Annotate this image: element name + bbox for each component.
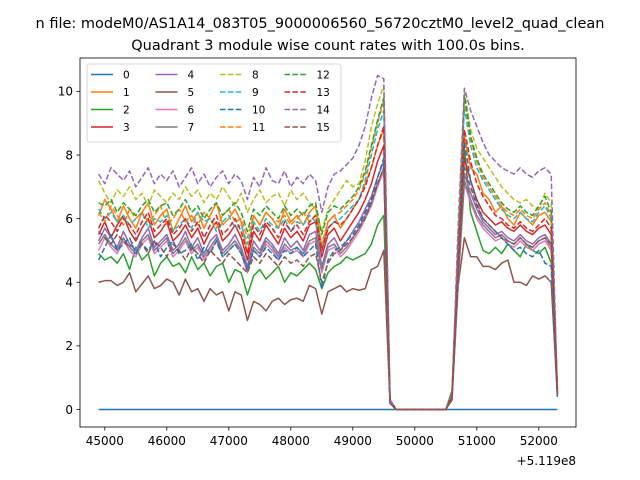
- legend-label-7: 7: [188, 122, 195, 134]
- series-line-2: [98, 147, 559, 411]
- legend-label-5: 5: [188, 87, 195, 99]
- legend-label-3: 3: [123, 122, 130, 134]
- legend-label-11: 11: [252, 122, 265, 134]
- x-tick-label: 49000: [334, 434, 372, 448]
- series-line-9: [97, 106, 559, 411]
- x-tick-label: 46000: [148, 434, 186, 448]
- series-line-13: [97, 125, 559, 411]
- y-tick-label: 2: [65, 339, 73, 353]
- x-tick-label: 45000: [86, 434, 124, 448]
- legend-label-10: 10: [252, 104, 265, 116]
- chart-title: Quadrant 3 module wise count rates with …: [131, 38, 525, 54]
- y-axis: 0 2 4 6 8 10: [58, 85, 80, 417]
- legend-label-2: 2: [123, 104, 130, 116]
- series-line-6: [97, 170, 559, 411]
- legend-label-13: 13: [317, 87, 330, 99]
- series-line-4: [97, 160, 559, 411]
- legend-box: [86, 63, 342, 143]
- legend-label-12: 12: [317, 69, 330, 81]
- legend-label-1: 1: [123, 87, 130, 99]
- y-tick-label: 4: [65, 276, 73, 290]
- series-layer: [97, 74, 559, 411]
- axes-frame: [79, 57, 577, 428]
- legend-label-4: 4: [188, 69, 195, 81]
- legend-label-9: 9: [252, 87, 259, 99]
- series-line-14: [97, 74, 559, 411]
- series-line-12: [98, 93, 559, 411]
- legend-label-14: 14: [317, 104, 331, 116]
- x-tick-label: 52000: [520, 434, 558, 448]
- y-tick-label: 0: [65, 403, 73, 417]
- series-line-11: [97, 97, 559, 411]
- chart-suptitle: n file: modeM0/AS1A14_083T05_9000006560_…: [36, 16, 605, 32]
- legend-label-8: 8: [252, 69, 259, 81]
- legend-label-15: 15: [317, 122, 330, 134]
- series-line-1: [97, 128, 559, 411]
- legend-label-6: 6: [188, 104, 195, 116]
- x-axis: 45000 46000 47000 48000 49000 50000 51000 52000: [86, 427, 558, 448]
- series-line-3: [97, 144, 559, 411]
- x-tick-label: 51000: [458, 434, 496, 448]
- x-tick-label: 47000: [210, 434, 248, 448]
- series-line-7: [97, 167, 559, 411]
- y-tick-label: 6: [65, 212, 73, 226]
- series-line-5: [98, 236, 559, 411]
- series-line-8: [97, 84, 559, 411]
- x-tick-label: 48000: [272, 434, 310, 448]
- x-tick-label: 50000: [396, 434, 434, 448]
- y-tick-label: 10: [58, 85, 73, 99]
- y-tick-label: 8: [65, 148, 73, 162]
- x-offset-label: +5.119e8: [517, 454, 576, 468]
- legend-label-0: 0: [123, 69, 130, 81]
- series-line-15: [98, 167, 559, 411]
